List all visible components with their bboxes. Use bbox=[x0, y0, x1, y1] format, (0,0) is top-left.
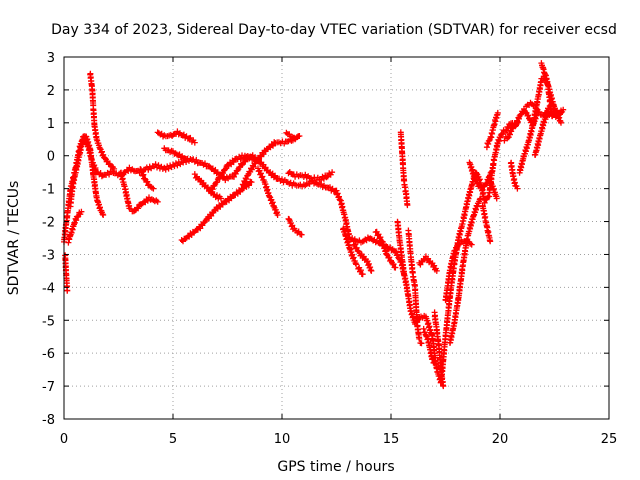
data-point-markers bbox=[507, 159, 521, 192]
data-track bbox=[420, 325, 438, 367]
data-track bbox=[87, 70, 118, 172]
data-track bbox=[479, 202, 494, 245]
data-track bbox=[355, 264, 366, 278]
y-tick-label: -5 bbox=[42, 314, 55, 329]
data-track bbox=[431, 309, 447, 390]
data-point-markers bbox=[355, 264, 366, 278]
data-track bbox=[117, 169, 161, 215]
data-track bbox=[483, 109, 501, 151]
data-point-markers bbox=[531, 108, 564, 158]
data-point-markers bbox=[161, 145, 190, 162]
x-tick-label: 15 bbox=[383, 432, 400, 447]
data-track bbox=[62, 252, 71, 294]
data-series-sdtvar bbox=[61, 60, 567, 390]
data-point-markers bbox=[117, 169, 161, 215]
data-track bbox=[446, 195, 484, 346]
data-point-markers bbox=[516, 109, 541, 176]
data-point-markers bbox=[283, 129, 299, 143]
data-point-markers bbox=[65, 208, 85, 246]
y-axis-ticks: -8 -7 -6 -5 -4 -3 -2 -1 0 1 2 3 bbox=[42, 51, 609, 428]
data-track bbox=[255, 165, 281, 218]
data-point-markers bbox=[486, 176, 500, 202]
y-tick-label: -3 bbox=[42, 248, 55, 263]
data-point-markers bbox=[397, 129, 411, 209]
data-track bbox=[486, 176, 500, 202]
grid-lines bbox=[64, 57, 609, 419]
y-tick-label: -7 bbox=[42, 380, 55, 395]
data-point-markers bbox=[62, 252, 71, 294]
plot-area-border bbox=[63, 56, 610, 420]
x-axis-ticks: 0 5 10 15 20 25 bbox=[60, 57, 617, 447]
data-point-markers bbox=[285, 169, 336, 184]
data-point-markers bbox=[285, 215, 305, 238]
data-track bbox=[161, 145, 190, 162]
y-axis-label: SDTVAR / TECUs bbox=[6, 181, 22, 296]
x-tick-label: 5 bbox=[169, 432, 177, 447]
y-tick-label: -4 bbox=[42, 281, 55, 296]
data-track bbox=[507, 159, 521, 192]
x-tick-label: 10 bbox=[274, 432, 291, 447]
data-point-markers bbox=[405, 227, 425, 347]
y-tick-label: -1 bbox=[42, 183, 55, 198]
y-tick-label: 2 bbox=[47, 84, 55, 99]
data-point-markers bbox=[137, 166, 157, 192]
data-point-markers bbox=[483, 109, 501, 151]
data-track bbox=[416, 253, 440, 274]
x-tick-label: 20 bbox=[492, 432, 509, 447]
data-track bbox=[538, 60, 556, 120]
data-track bbox=[283, 129, 299, 143]
x-tick-label: 25 bbox=[601, 432, 618, 447]
data-point-markers bbox=[538, 60, 556, 120]
chart-title: Day 334 of 2023, Sidereal Day-to-day VTE… bbox=[51, 22, 617, 38]
data-track bbox=[350, 241, 375, 274]
data-track bbox=[340, 225, 360, 268]
y-tick-label: -6 bbox=[42, 347, 55, 362]
data-point-markers bbox=[350, 241, 375, 274]
data-track bbox=[397, 129, 411, 209]
x-axis-label: GPS time / hours bbox=[277, 459, 394, 475]
y-tick-label: 0 bbox=[47, 150, 55, 165]
data-track bbox=[531, 108, 564, 158]
y-tick-label: 1 bbox=[47, 117, 55, 132]
y-tick-label: 3 bbox=[47, 51, 55, 66]
data-track bbox=[154, 128, 198, 146]
data-point-markers bbox=[207, 152, 257, 195]
data-point-markers bbox=[340, 225, 360, 268]
data-track bbox=[372, 228, 399, 271]
data-point-markers bbox=[431, 309, 447, 390]
data-track bbox=[285, 169, 336, 184]
data-track bbox=[61, 72, 567, 386]
data-point-markers bbox=[479, 202, 494, 245]
data-track bbox=[516, 109, 541, 176]
data-track bbox=[207, 152, 257, 195]
data-point-markers bbox=[154, 128, 198, 146]
data-point-markers bbox=[420, 325, 438, 367]
y-tick-label: -2 bbox=[42, 216, 55, 231]
data-track bbox=[501, 119, 521, 144]
data-track bbox=[67, 133, 107, 218]
data-point-markers bbox=[239, 133, 303, 189]
x-tick-label: 0 bbox=[60, 432, 68, 447]
data-point-markers bbox=[372, 228, 399, 271]
data-point-markers bbox=[416, 253, 440, 274]
data-track bbox=[65, 208, 85, 246]
data-point-markers bbox=[255, 165, 281, 218]
data-point-markers bbox=[87, 70, 118, 172]
data-point-markers bbox=[394, 218, 408, 278]
data-point-markers bbox=[446, 195, 484, 346]
data-track bbox=[137, 166, 157, 192]
y-tick-label: -8 bbox=[42, 413, 55, 428]
data-track bbox=[239, 133, 303, 189]
data-track bbox=[405, 227, 425, 347]
data-track bbox=[394, 218, 408, 278]
data-point-markers bbox=[61, 72, 567, 386]
data-track bbox=[285, 215, 305, 238]
data-point-markers bbox=[67, 133, 107, 218]
data-point-markers bbox=[501, 119, 521, 144]
